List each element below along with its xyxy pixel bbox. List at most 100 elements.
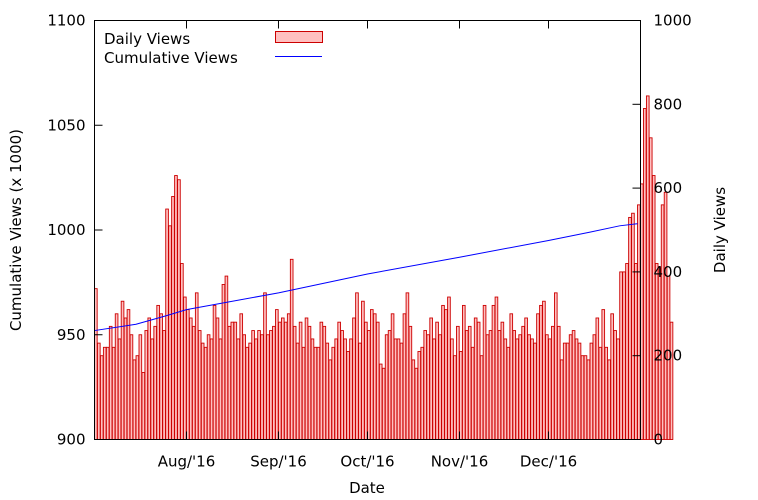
daily-views-bar <box>227 325 232 440</box>
x-tick-label: Dec/'16 <box>520 453 577 471</box>
daily-views-bar <box>485 334 490 440</box>
daily-views-bar <box>254 338 258 440</box>
daily-views-bar <box>500 321 505 440</box>
daily-views-bar <box>592 334 597 440</box>
daily-views-bars <box>94 95 674 440</box>
daily-views-bar <box>634 263 638 440</box>
daily-views-bar <box>120 300 125 440</box>
daily-views-bar <box>559 359 564 440</box>
daily-views-bar <box>99 355 104 440</box>
daily-views-bar <box>310 338 315 440</box>
daily-views-bar <box>174 175 178 440</box>
daily-views-bar <box>236 338 241 440</box>
axes: 900 950 1000 1050 1100 0 200 400 600 800 1000 Aug/'… <box>47 12 691 471</box>
daily-views-bar <box>189 317 193 440</box>
daily-views-bar <box>423 330 428 440</box>
daily-views-bar <box>301 346 306 440</box>
daily-views-bar <box>197 330 202 440</box>
daily-views-bar <box>331 346 336 440</box>
daily-views-bar <box>278 321 282 440</box>
daily-views-bar <box>200 342 205 440</box>
daily-views-bar <box>414 367 419 440</box>
daily-views-bar <box>393 338 398 440</box>
daily-views-bar <box>628 216 632 440</box>
daily-views-bar <box>97 342 101 440</box>
legend-label-daily-views: Daily Views <box>104 30 190 48</box>
daily-views-bar <box>473 317 478 440</box>
daily-views-bar <box>364 321 368 440</box>
daily-views-bar <box>453 355 457 440</box>
daily-views-bar <box>111 346 116 440</box>
daily-views-bar <box>464 330 469 440</box>
daily-views-bar <box>539 304 543 440</box>
daily-views-bar <box>396 338 401 440</box>
daily-views-bar <box>506 346 511 440</box>
daily-views-bar <box>601 309 606 440</box>
daily-views-bar <box>307 325 312 440</box>
daily-views-bar <box>114 313 119 440</box>
daily-views-bar <box>625 263 629 440</box>
daily-views-bar <box>186 309 190 440</box>
daily-views-bar <box>233 321 238 440</box>
y-axis-left-label: Cumulative Views (x 1000) <box>7 129 25 331</box>
daily-views-bar <box>381 367 386 440</box>
daily-views-bar <box>631 212 635 440</box>
daily-views-bar <box>459 351 463 440</box>
daily-views-bar <box>577 342 582 440</box>
daily-views-bar <box>545 334 549 440</box>
y-left-tick-label: 1100 <box>47 12 85 30</box>
daily-views-bar <box>269 330 273 440</box>
daily-views-bar <box>450 338 454 440</box>
daily-views-bar <box>512 330 517 440</box>
daily-views-bar <box>361 300 365 440</box>
daily-views-bar <box>272 325 276 440</box>
daily-views-bar <box>156 304 160 440</box>
daily-views-bar <box>494 296 499 440</box>
daily-views-bar <box>209 338 214 440</box>
daily-views-bar <box>556 325 561 440</box>
y-right-tick-label: 0 <box>654 431 664 449</box>
daily-views-bar <box>462 304 466 440</box>
daily-views-bar <box>180 263 184 440</box>
daily-views-bar <box>444 309 448 440</box>
y-right-tick-label: 600 <box>654 179 683 197</box>
daily-views-bar <box>470 346 475 440</box>
x-tick-label: Nov/'16 <box>431 453 489 471</box>
daily-views-bar <box>660 204 665 440</box>
y-left-tick-label: 900 <box>57 431 86 449</box>
daily-views-bar <box>224 275 229 440</box>
daily-views-bar <box>295 342 300 440</box>
daily-views-bar <box>304 317 309 440</box>
daily-views-bar <box>135 355 140 440</box>
daily-views-bar <box>651 175 656 440</box>
daily-views-bar <box>518 334 522 440</box>
daily-views-bar <box>420 346 425 440</box>
daily-views-bar <box>126 309 131 440</box>
daily-views-bar <box>206 334 211 440</box>
daily-views-bar <box>171 196 175 440</box>
daily-views-bar <box>387 330 392 440</box>
daily-views-bar <box>456 325 460 440</box>
y-left-tick-label: 950 <box>57 326 86 344</box>
daily-views-bar <box>257 330 261 440</box>
daily-views-bar <box>105 346 110 440</box>
daily-views-bar <box>616 338 620 440</box>
daily-views-bar <box>429 317 433 440</box>
daily-views-bar <box>372 313 377 440</box>
daily-views-bar <box>402 313 407 440</box>
daily-views-bar <box>598 346 603 440</box>
daily-views-bar <box>441 304 445 440</box>
y-right-tick-label: 1000 <box>654 12 692 30</box>
y-left-tick-label: 1050 <box>47 116 85 134</box>
daily-views-bar <box>548 338 552 440</box>
daily-views-bar <box>643 108 647 440</box>
daily-views-bar <box>367 330 371 440</box>
daily-views-bar <box>221 284 226 440</box>
daily-views-bar <box>194 292 199 440</box>
daily-views-bar <box>117 338 122 440</box>
daily-views-bar <box>159 313 163 440</box>
daily-views-bar <box>438 334 442 440</box>
daily-views-bar <box>370 309 374 440</box>
y-axis-right-label: Daily Views <box>711 187 729 273</box>
daily-views-bar <box>524 317 528 440</box>
